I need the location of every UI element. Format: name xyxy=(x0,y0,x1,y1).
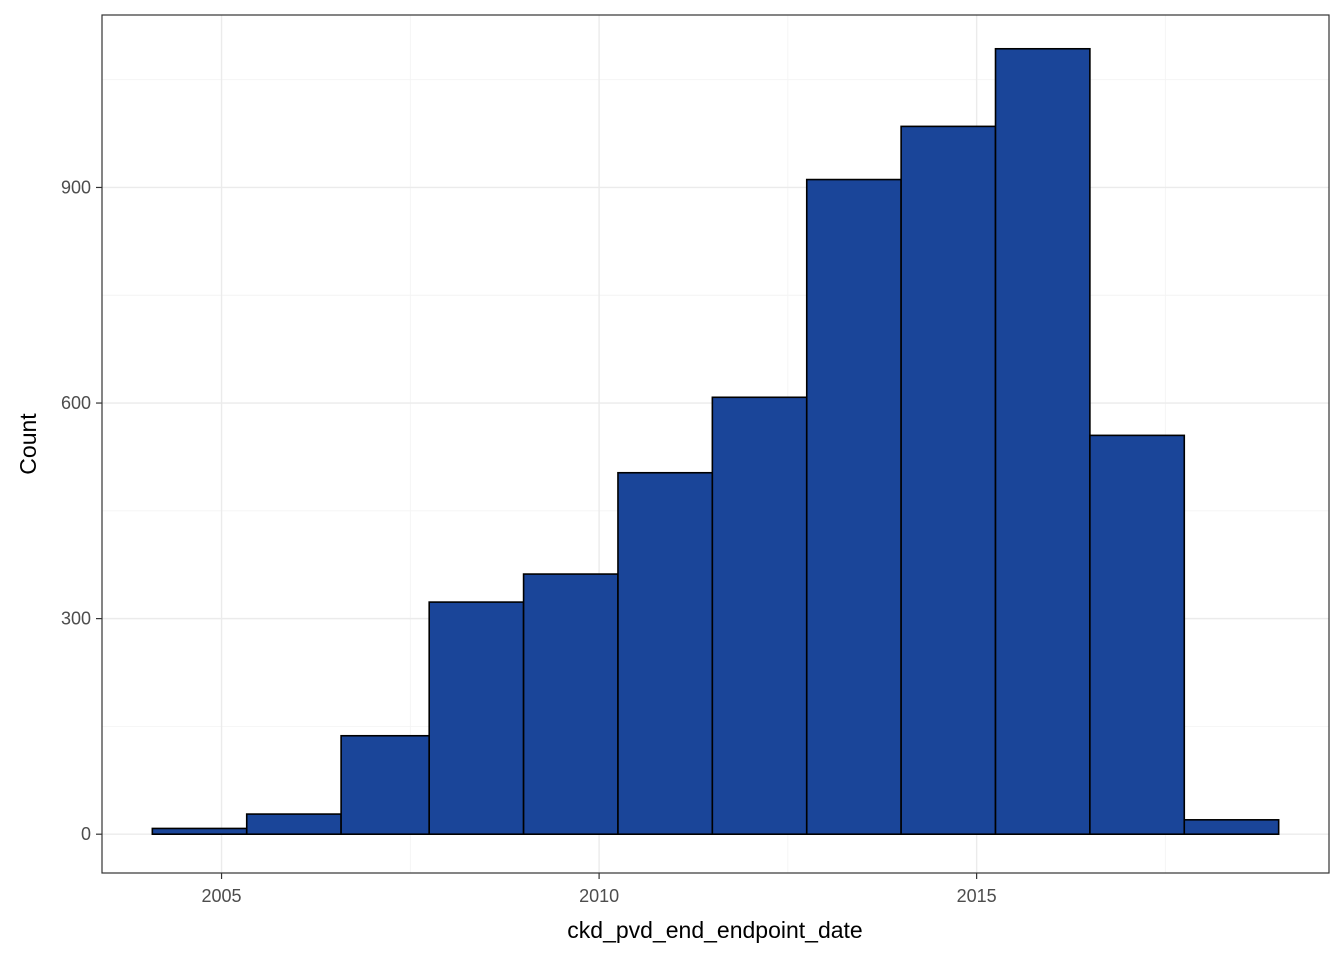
histogram-bar xyxy=(900,125,997,835)
histogram-bar xyxy=(994,47,1091,835)
x-tick-label: 2015 xyxy=(957,886,997,906)
y-tick-label: 0 xyxy=(81,824,91,844)
histogram-bar xyxy=(428,601,525,835)
histogram-bar xyxy=(711,396,808,835)
x-axis: 2005 2010 2015 xyxy=(202,873,997,906)
histogram-bar xyxy=(805,178,902,835)
y-axis: 0 300 600 900 xyxy=(61,177,102,844)
x-axis-title: ckd_pvd_end_endpoint_date xyxy=(567,917,862,943)
y-tick-label: 300 xyxy=(61,609,91,629)
histogram-bar xyxy=(1089,434,1186,835)
y-tick-label: 900 xyxy=(61,177,91,197)
panel-border xyxy=(101,14,1330,874)
y-axis-title: Count xyxy=(15,413,41,475)
y-tick-label: 600 xyxy=(61,393,91,413)
bars-layer xyxy=(151,47,1280,835)
histogram-bar xyxy=(1183,819,1280,835)
histogram-bar xyxy=(340,734,431,835)
histogram-bar xyxy=(245,813,342,835)
histogram-bar xyxy=(151,827,248,835)
histogram-bar xyxy=(522,573,619,835)
histogram-bar xyxy=(617,471,714,835)
x-tick-label: 2005 xyxy=(202,886,242,906)
x-tick-label: 2010 xyxy=(579,886,619,906)
